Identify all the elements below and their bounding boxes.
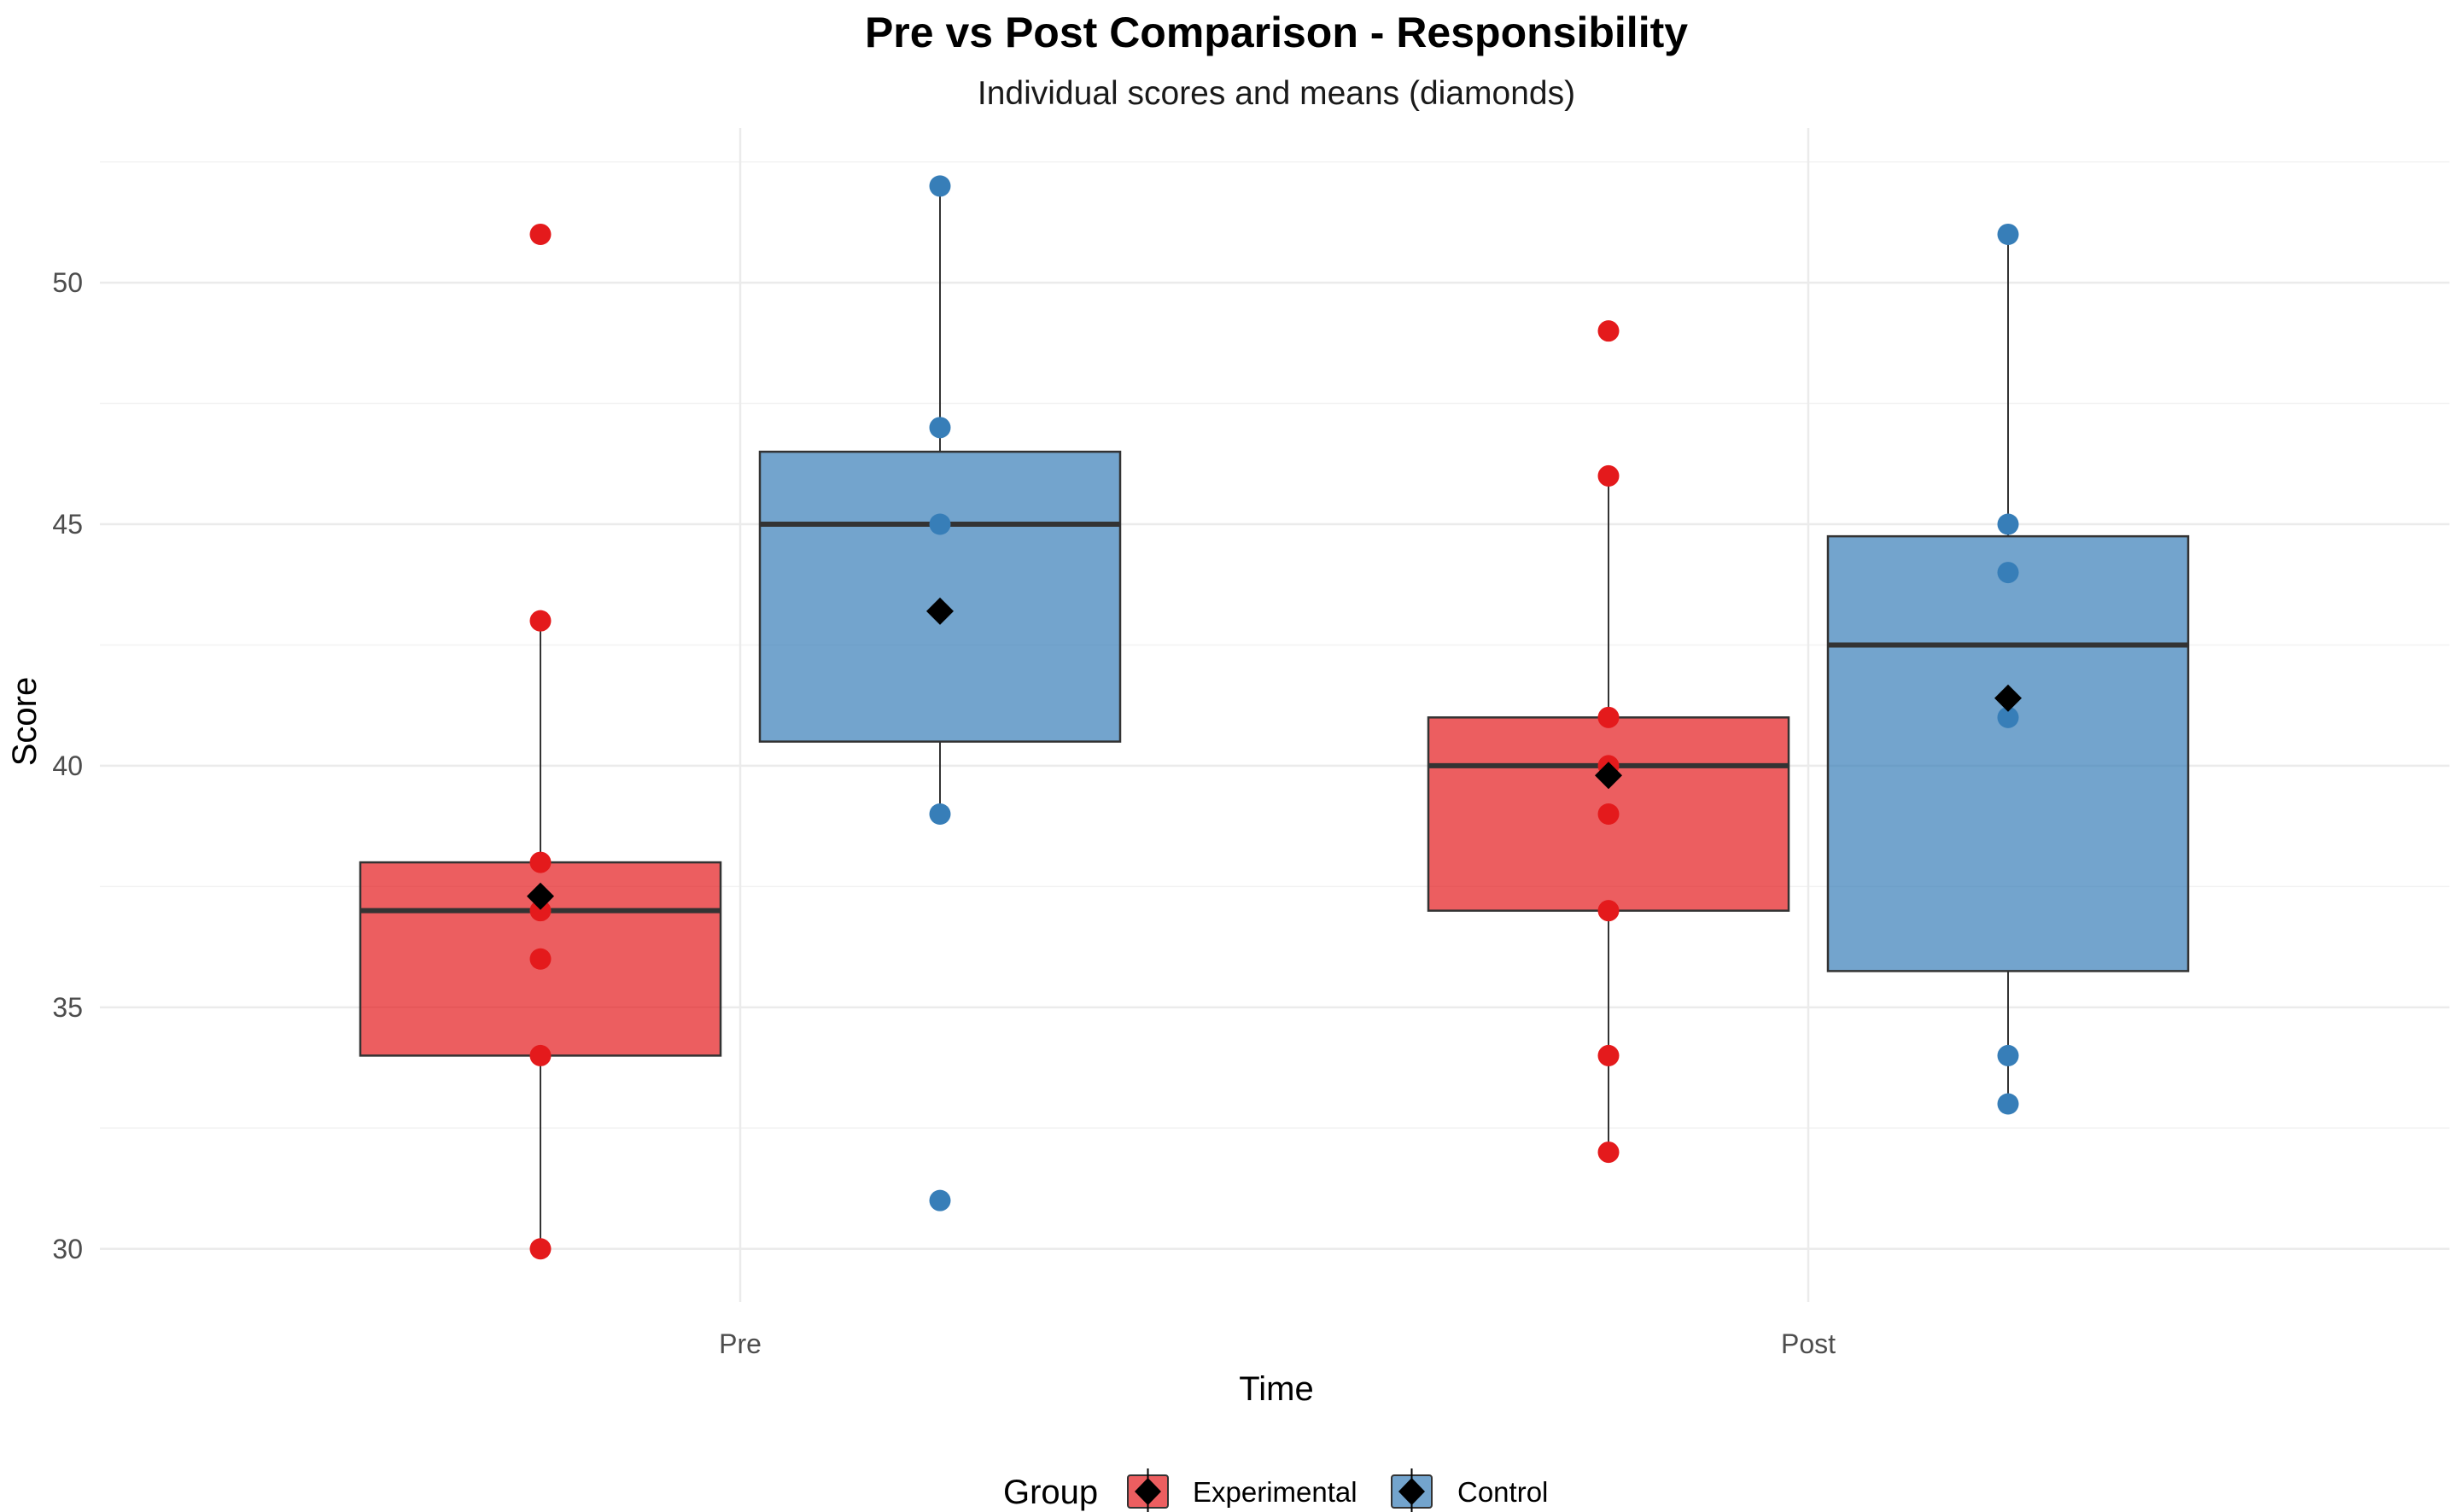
point-control-post-41	[1997, 706, 2019, 728]
box-control-pre	[758, 450, 1122, 743]
legend: Group Experimental Control	[1003, 1468, 1548, 1512]
y-axis-title: Score	[6, 677, 44, 767]
point-experimental-pre-36	[529, 948, 552, 970]
point-experimental-post-49	[1597, 320, 1620, 342]
point-control-pre-31	[929, 1189, 951, 1211]
point-control-post-51	[1997, 223, 2019, 245]
x-tick-label-post: Post	[1781, 1328, 1836, 1359]
chart-title: Pre vs Post Comparison - Responsibility	[865, 9, 1688, 56]
mean-diamond-control-pre	[926, 597, 954, 625]
point-experimental-post-34	[1597, 1044, 1620, 1066]
y-tick-label-35: 35	[52, 992, 83, 1023]
x-axis-ticks: Pre Post	[719, 1328, 1836, 1359]
point-control-pre-47	[929, 417, 951, 439]
legend-label-control: Control	[1457, 1476, 1548, 1508]
point-experimental-pre-34	[529, 1044, 552, 1066]
point-control-pre-45	[929, 513, 951, 535]
point-experimental-post-32	[1597, 1141, 1620, 1164]
legend-key-experimental-diamond	[1135, 1478, 1161, 1505]
point-experimental-pre-38	[529, 851, 552, 873]
y-tick-label-30: 30	[52, 1234, 83, 1264]
y-tick-label-40: 40	[52, 750, 83, 781]
mean-diamond-experimental-post	[1595, 762, 1622, 790]
x-axis-title: Time	[1239, 1370, 1313, 1408]
point-experimental-post-41	[1597, 706, 1620, 728]
legend-title: Group	[1003, 1474, 1098, 1511]
point-control-post-34	[1997, 1044, 2019, 1066]
point-control-post-45	[1997, 513, 2019, 535]
legend-item-control[interactable]: Control	[1391, 1468, 1548, 1512]
point-experimental-pre-30	[529, 1238, 552, 1260]
point-experimental-pre-37	[529, 900, 552, 922]
mean-diamond-control-post	[1994, 684, 2022, 712]
x-tick-label-pre: Pre	[719, 1328, 762, 1359]
point-control-post-44	[1997, 562, 2019, 584]
point-experimental-post-37	[1597, 900, 1620, 922]
mean-markers	[527, 597, 2022, 910]
y-axis-ticks: 30 35 40 45 50	[52, 267, 83, 1264]
box-control-post	[1826, 534, 2190, 972]
y-tick-label-50: 50	[52, 267, 83, 298]
point-control-pre-39	[929, 803, 951, 825]
legend-label-experimental: Experimental	[1193, 1476, 1357, 1508]
point-control-post-33	[1997, 1093, 2019, 1115]
point-experimental-pre-51	[529, 223, 552, 245]
y-tick-label-45: 45	[52, 509, 83, 540]
point-experimental-post-46	[1597, 464, 1620, 487]
chart-subtitle: Individual scores and means (diamonds)	[978, 75, 1575, 112]
point-control-pre-52	[929, 175, 951, 197]
legend-item-experimental[interactable]: Experimental	[1127, 1468, 1357, 1512]
point-experimental-post-39	[1597, 803, 1620, 825]
legend-key-control-diamond	[1398, 1478, 1425, 1505]
mean-diamond-experimental-pre	[527, 882, 554, 910]
point-experimental-pre-43	[529, 610, 552, 632]
